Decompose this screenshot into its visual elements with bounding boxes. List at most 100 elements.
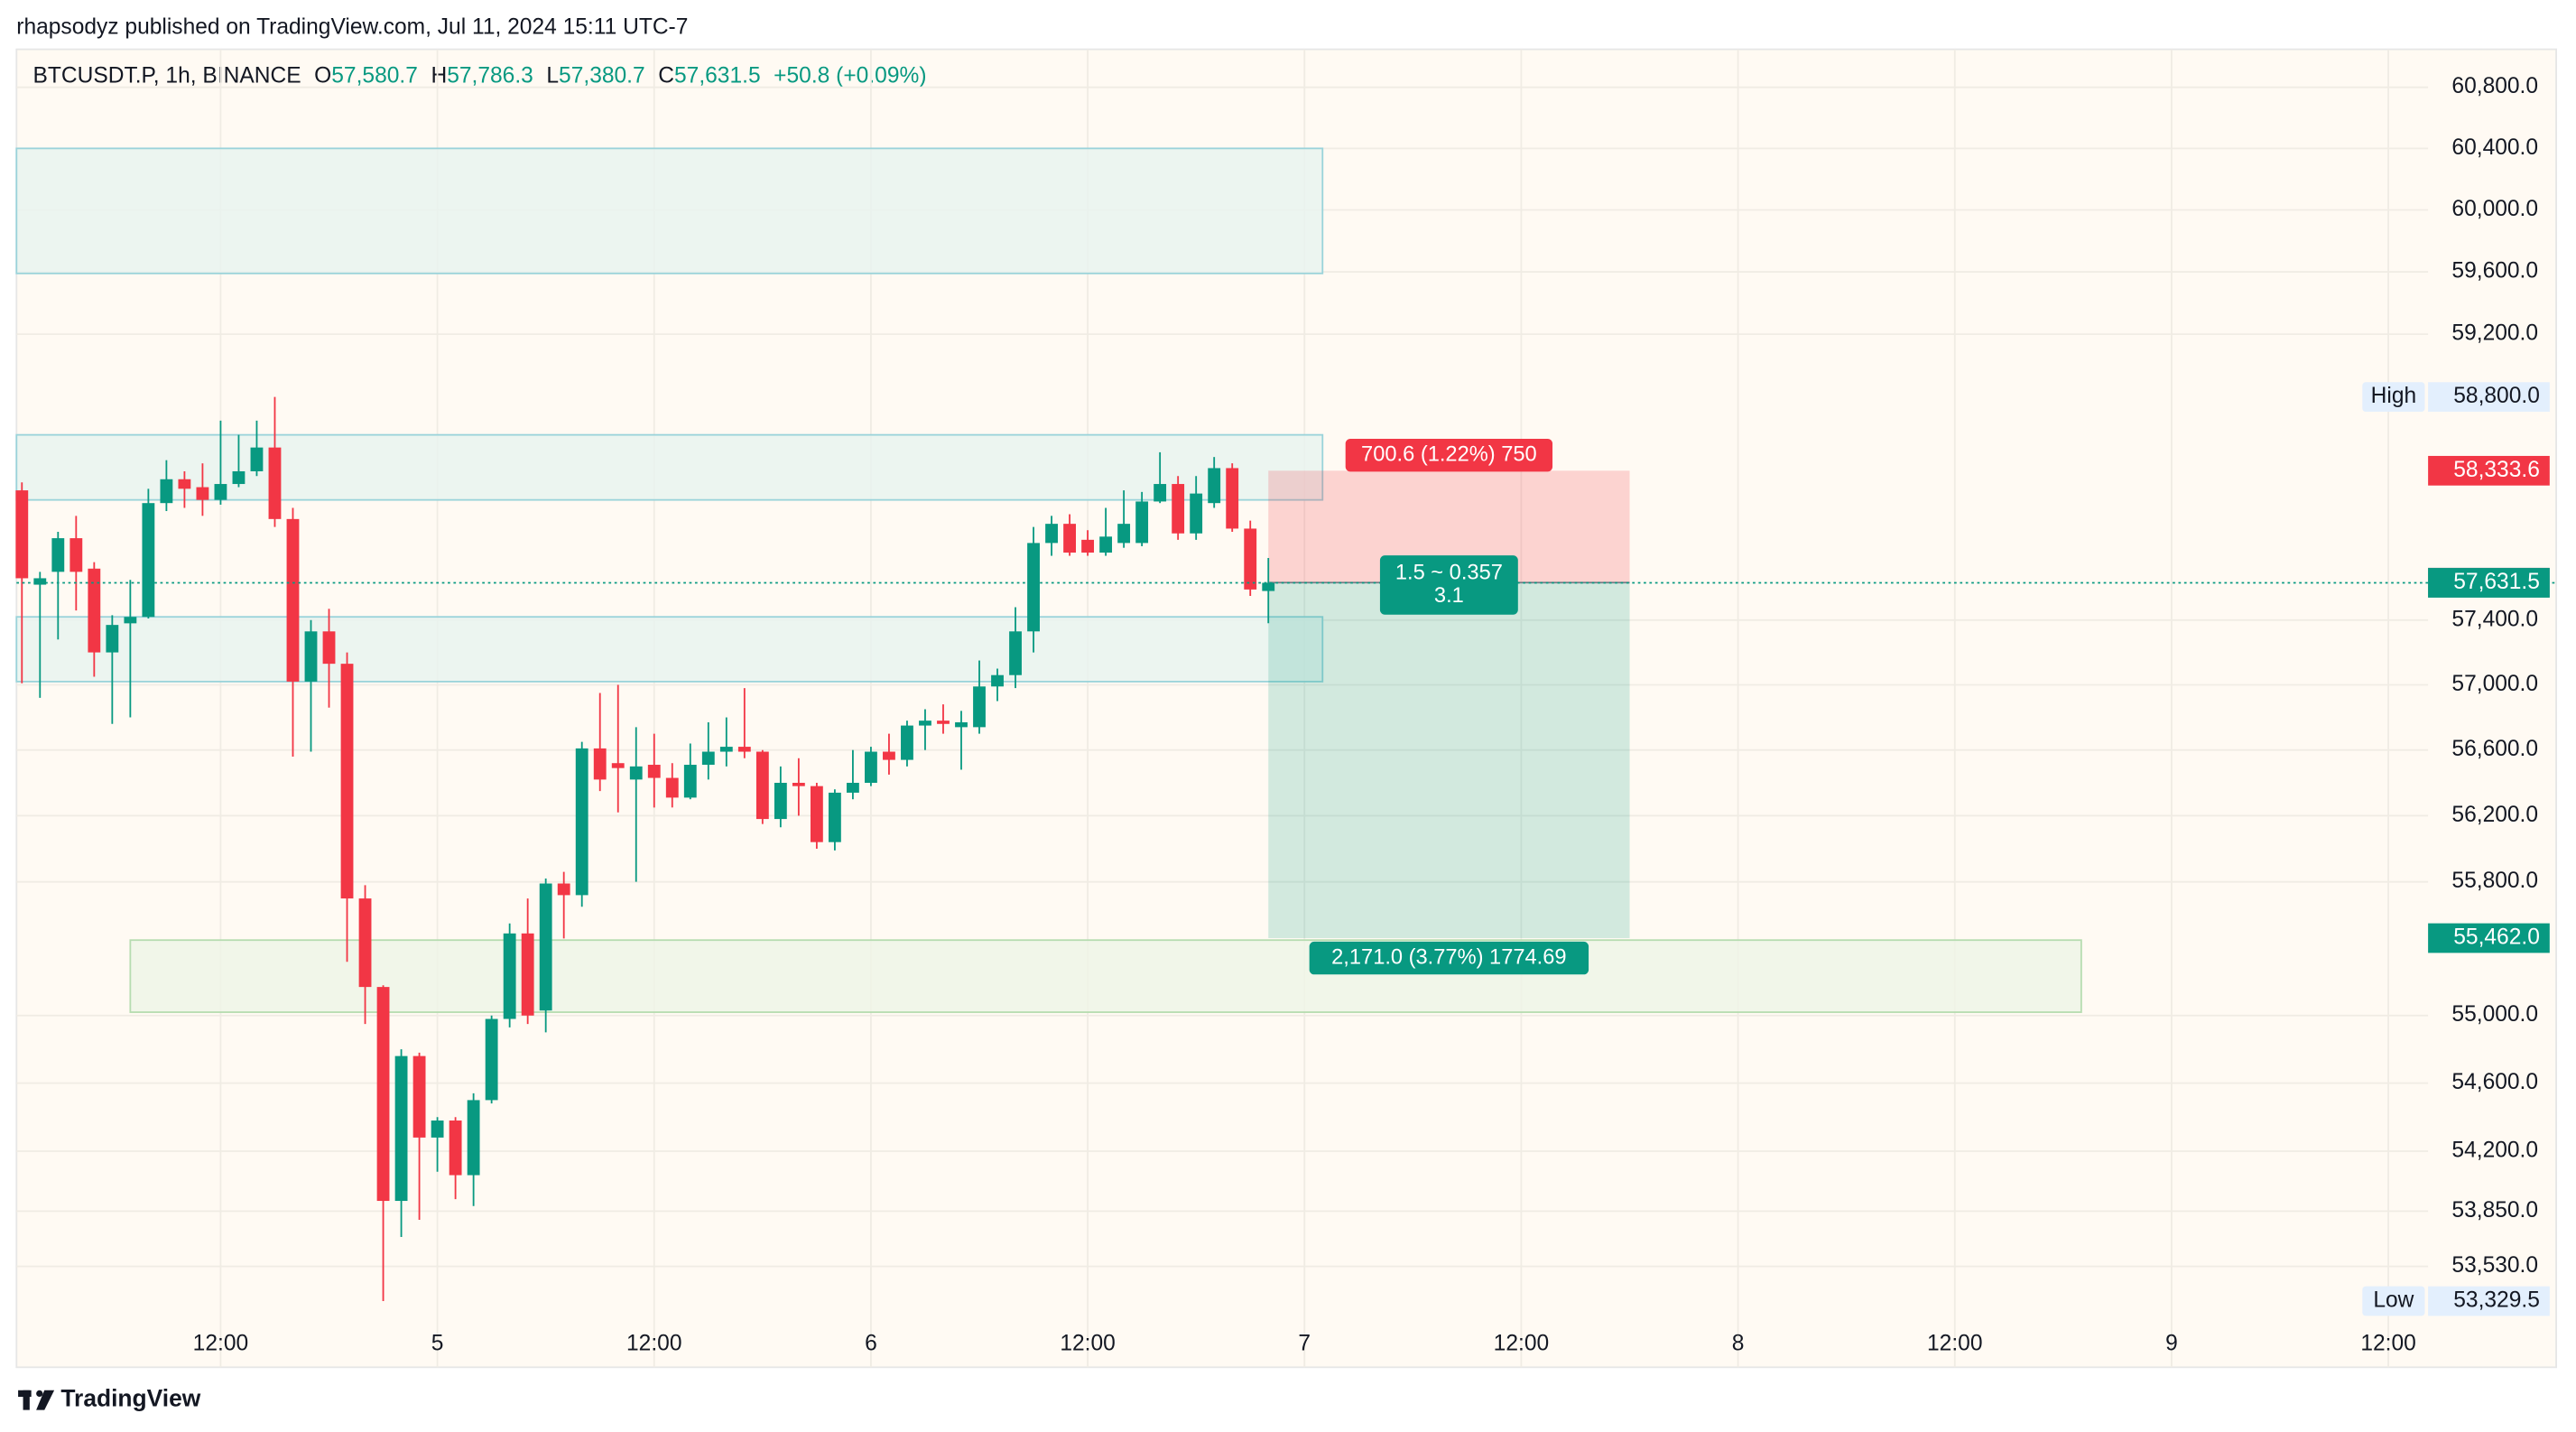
ohlc-key: O <box>314 64 331 88</box>
candle-body <box>883 751 895 760</box>
position-label-box <box>1379 555 1518 615</box>
candle-body <box>737 747 751 752</box>
candle-body <box>1172 484 1185 534</box>
range-value-box <box>2428 1286 2550 1316</box>
zone <box>129 939 2082 1013</box>
candle-body <box>629 766 643 780</box>
ohlc-key: L <box>546 64 559 88</box>
candle-body <box>214 484 227 500</box>
candle-body <box>611 763 625 768</box>
x-tick-label: 9 <box>2165 1331 2178 1355</box>
x-tick-label: 12:00 <box>1494 1331 1549 1355</box>
candle-body <box>178 479 191 489</box>
candle-body <box>1226 468 1239 529</box>
y-tick-label: 56,200.0 <box>2451 803 2538 827</box>
stop-label: 700.6 (1.22%) 750 <box>1361 442 1537 466</box>
target-label: 2,171.0 (3.77%) 1774.69 <box>1331 945 1566 969</box>
y-tick-label: 53,530.0 <box>2451 1253 2538 1278</box>
candle-body <box>1208 468 1221 504</box>
candle-body <box>683 765 697 798</box>
candle-body <box>647 765 661 778</box>
candle-body <box>412 1055 426 1138</box>
candle-body <box>1135 501 1149 544</box>
candle-body <box>15 490 29 579</box>
candle-body <box>828 792 841 842</box>
y-tick-label: 54,600.0 <box>2451 1070 2538 1094</box>
range-name: Low <box>2373 1288 2414 1313</box>
candle-body <box>1045 524 1058 544</box>
ohlc-value: 57,786.3 <box>447 64 533 88</box>
candle-body <box>431 1120 444 1138</box>
publisher: rhapsodyz published on TradingView.com, … <box>16 14 688 39</box>
zone <box>15 433 1324 501</box>
candle-body <box>575 748 588 896</box>
candle-body <box>701 751 715 766</box>
candle-body <box>846 783 859 793</box>
range-value: 58,800.0 <box>2453 384 2540 408</box>
y-tick-label: 60,000.0 <box>2451 197 2538 221</box>
ohlc-value: 57,580.7 <box>331 64 418 88</box>
candle-body <box>539 883 552 1011</box>
candle-body <box>774 783 787 820</box>
ohlc-legend: BTCUSDT.P, 1h, BINANCE O57,580.7 H57,786.3… <box>32 64 926 88</box>
candle-body <box>124 617 137 624</box>
price-label: 57,631.5 <box>2453 570 2540 594</box>
target-zone <box>1268 582 1630 938</box>
candle-body <box>69 538 83 572</box>
x-tick-label: 6 <box>865 1331 877 1355</box>
x-tick-label: 8 <box>1732 1331 1745 1355</box>
candle-body <box>991 674 1004 687</box>
candle-body <box>268 447 282 519</box>
price-label: 58,333.6 <box>2453 458 2540 482</box>
position-label-box <box>1345 438 1553 472</box>
candle-body <box>557 883 570 896</box>
ohlc-value: 57,380.7 <box>559 64 645 88</box>
candle-body <box>719 747 733 752</box>
y-tick-label: 59,600.0 <box>2451 259 2538 284</box>
price-label-box <box>2428 923 2550 953</box>
candle-body <box>1262 582 1275 591</box>
candle-body <box>304 631 318 682</box>
candle-body <box>196 487 209 500</box>
candle-body <box>810 786 823 842</box>
x-tick-label: 12:00 <box>1927 1331 1982 1355</box>
change: +50.8 (+0.09%) <box>774 64 926 88</box>
candle-body <box>521 933 534 1016</box>
symbol: BTCUSDT.P, 1h, BINANCE <box>32 64 301 88</box>
candle-body <box>88 568 101 653</box>
ratio-sub-label: 3.1 <box>1434 584 1464 608</box>
ohlc-key: H <box>431 64 447 88</box>
x-tick-label: 5 <box>431 1331 444 1355</box>
candle-body <box>593 748 607 780</box>
candle-body <box>340 664 354 899</box>
zone <box>15 147 1324 274</box>
y-tick-label: 55,800.0 <box>2451 869 2538 893</box>
y-tick-label: 60,400.0 <box>2451 135 2538 160</box>
candle-body <box>1154 484 1167 502</box>
x-tick-label: 12:00 <box>2360 1331 2415 1355</box>
zone <box>15 616 1324 683</box>
x-tick-label: 12:00 <box>1060 1331 1115 1355</box>
y-tick-label: 55,000.0 <box>2451 1002 2538 1027</box>
candle-body <box>33 578 47 585</box>
candle-body <box>1081 539 1095 553</box>
brand-logo <box>18 1390 55 1410</box>
candle-body <box>973 686 986 728</box>
candle-body <box>937 721 950 724</box>
candle-body <box>1099 536 1113 553</box>
candle-body <box>665 777 679 798</box>
range-name-box <box>2362 382 2425 413</box>
price-label-box <box>2428 568 2550 598</box>
candle-body <box>901 725 913 760</box>
candle-body <box>467 1100 480 1176</box>
candle-body <box>485 1018 498 1101</box>
ohlc-key: C <box>658 64 674 88</box>
ratio-label: 1.5 ~ 0.357 <box>1395 561 1503 584</box>
range-name: High <box>2371 384 2417 408</box>
candle-body <box>322 631 336 665</box>
candle-body <box>1063 524 1076 553</box>
candle-body <box>160 479 173 504</box>
candle-body <box>1009 631 1022 675</box>
y-tick-label: 57,000.0 <box>2451 672 2538 696</box>
